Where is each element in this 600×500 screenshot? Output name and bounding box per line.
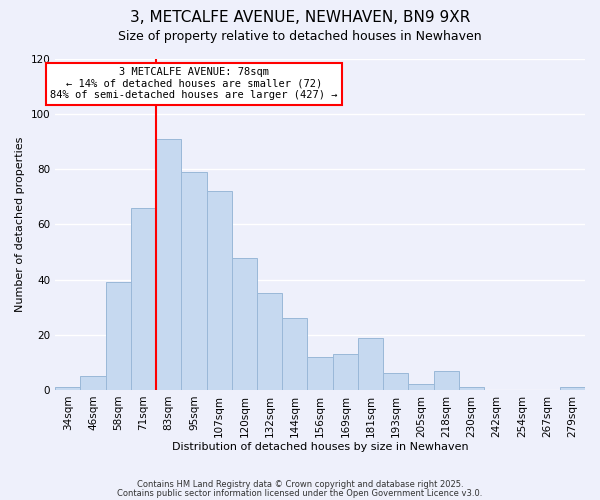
Bar — [206, 192, 232, 390]
Bar — [307, 357, 332, 390]
Bar — [358, 338, 383, 390]
Bar — [560, 387, 585, 390]
Bar — [257, 294, 282, 390]
Text: Contains HM Land Registry data © Crown copyright and database right 2025.: Contains HM Land Registry data © Crown c… — [137, 480, 463, 489]
Bar — [55, 387, 80, 390]
Bar — [80, 376, 106, 390]
Bar — [434, 370, 459, 390]
Bar — [383, 374, 409, 390]
Bar — [459, 387, 484, 390]
Bar — [106, 282, 131, 390]
Bar — [156, 139, 181, 390]
X-axis label: Distribution of detached houses by size in Newhaven: Distribution of detached houses by size … — [172, 442, 469, 452]
Text: Size of property relative to detached houses in Newhaven: Size of property relative to detached ho… — [118, 30, 482, 43]
Bar — [282, 318, 307, 390]
Bar — [131, 208, 156, 390]
Bar — [232, 258, 257, 390]
Text: 3, METCALFE AVENUE, NEWHAVEN, BN9 9XR: 3, METCALFE AVENUE, NEWHAVEN, BN9 9XR — [130, 10, 470, 25]
Text: Contains public sector information licensed under the Open Government Licence v3: Contains public sector information licen… — [118, 489, 482, 498]
Y-axis label: Number of detached properties: Number of detached properties — [15, 137, 25, 312]
Bar — [181, 172, 206, 390]
Text: 3 METCALFE AVENUE: 78sqm
← 14% of detached houses are smaller (72)
84% of semi-d: 3 METCALFE AVENUE: 78sqm ← 14% of detach… — [50, 68, 338, 100]
Bar — [409, 384, 434, 390]
Bar — [332, 354, 358, 390]
